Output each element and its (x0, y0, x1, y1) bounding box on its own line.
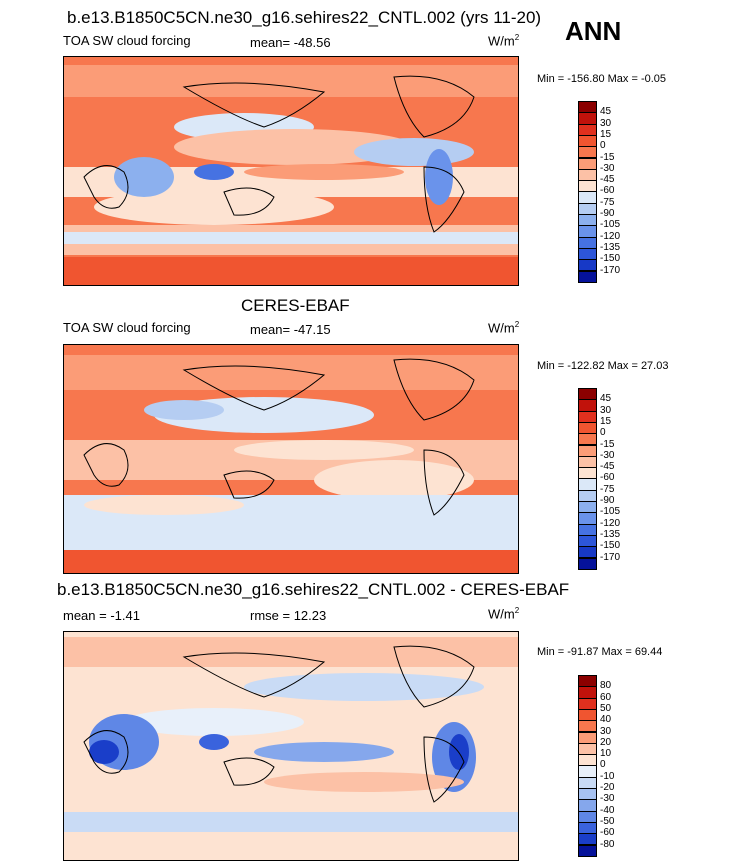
panel-1-minmax: Min = -156.80 Max = -0.05 (537, 73, 667, 85)
panel-2-field-label: TOA SW cloud forcing (63, 320, 191, 335)
panel-1-colorbar: 45 30 15 0 -15 -30 -45 -60 -75 -90 -105 -120 -135 -15… (578, 101, 638, 283)
colorbar-level-label: -150 (600, 253, 621, 265)
colorbar-level-label: 30 (600, 117, 612, 129)
colorbar-box (578, 844, 597, 857)
colorbar-level-label: -60 (600, 827, 615, 839)
colorbar-level-label: -60 (600, 472, 615, 484)
panel-3-rmse: rmse = 12.23 (250, 608, 327, 623)
colorbar-level-label: 60 (600, 691, 612, 703)
colorbar-level-label: -75 (600, 196, 615, 208)
colorbar-level-label: -150 (600, 540, 621, 552)
panel-2-title: CERES-EBAF (241, 296, 350, 315)
colorbar-level-label: -105 (600, 506, 621, 518)
panel-1-title: b.e13.B1850C5CN.ne30_g16.sehires22_CNTL.… (67, 8, 542, 27)
panel-3-units: W/m2 (488, 606, 520, 622)
colorbar-level-label: 40 (600, 714, 612, 726)
colorbar-level-label: -75 (600, 483, 615, 495)
colorbar-level-label: -45 (600, 461, 615, 473)
panel-3-title: b.e13.B1850C5CN.ne30_g16.sehires22_CNTL.… (57, 580, 570, 599)
colorbar-level-label: -45 (600, 174, 615, 186)
panel-1-mean: mean= -48.56 (250, 35, 331, 50)
colorbar-box (578, 270, 597, 283)
colorbar-level-label: -120 (600, 517, 621, 529)
colorbar-level-label: -135 (600, 241, 621, 253)
panel-1-units: W/m2 (488, 33, 520, 49)
colorbar-level-label: 0 (600, 140, 606, 152)
colorbar-level-label: -170 (600, 551, 621, 563)
panel-1-field-label: TOA SW cloud forcing (63, 33, 191, 48)
panel-2-colorbar: 45 30 15 0 -15 -30 -45 -60 -75 -90 -105 -120 -135 -15… (578, 388, 638, 570)
colorbar-level-label: -30 (600, 449, 615, 461)
panel-2-units: W/m2 (488, 320, 520, 336)
panel-3-minmax: Min = -91.87 Max = 69.44 (537, 646, 663, 658)
colorbar-level-label: -20 (600, 782, 615, 793)
colorbar-level-label: -30 (600, 793, 615, 805)
colorbar-level-label: 20 (600, 736, 612, 748)
colorbar-level-label: -60 (600, 185, 615, 197)
colorbar-level-label: 15 (600, 415, 612, 427)
colorbar-level-label: 15 (600, 128, 612, 140)
colorbar-level-label: 45 (600, 106, 612, 118)
colorbar-level-label: 0 (600, 427, 606, 439)
colorbar-level-label: -50 (600, 815, 615, 827)
colorbar-level-label: 50 (600, 702, 612, 714)
colorbar-level-label: -170 (600, 264, 621, 276)
colorbar-level-label: 10 (600, 748, 612, 760)
colorbar-level-label: -135 (600, 528, 621, 540)
colorbar-level-label: -10 (600, 770, 615, 782)
colorbar-level-label: -90 (600, 495, 615, 506)
colorbar-level-label: 80 (600, 680, 612, 692)
colorbar-level-label: -30 (600, 162, 615, 174)
colorbar-level-label: -105 (600, 219, 621, 231)
colorbar-level-label: 30 (600, 404, 612, 416)
colorbar-box (578, 557, 597, 570)
colorbar-level-label: -15 (600, 438, 615, 450)
panel-2-mean: mean= -47.15 (250, 322, 331, 337)
colorbar-level-label: 0 (600, 759, 606, 771)
panel-3-map (63, 631, 519, 861)
colorbar-level-label: -90 (600, 208, 615, 219)
colorbar-level-label: -120 (600, 230, 621, 242)
colorbar-level-label: 45 (600, 393, 612, 405)
season-label: ANN (565, 16, 622, 46)
panel-3-mean: mean = -1.41 (63, 608, 140, 623)
colorbar-level-label: 30 (600, 725, 612, 737)
panel-2-minmax: Min = -122.82 Max = 27.03 (537, 360, 669, 372)
colorbar-level-label: -40 (600, 804, 615, 816)
panel-2-map (63, 344, 519, 574)
colorbar-level-label: -80 (600, 838, 615, 850)
colorbar-level-label: -15 (600, 151, 615, 163)
panel-3-colorbar: 80 60 50 40 30 20 10 0 -10 -20 -30 -40 -50 -60 -80 (578, 675, 638, 857)
panel-1-map (63, 56, 519, 286)
